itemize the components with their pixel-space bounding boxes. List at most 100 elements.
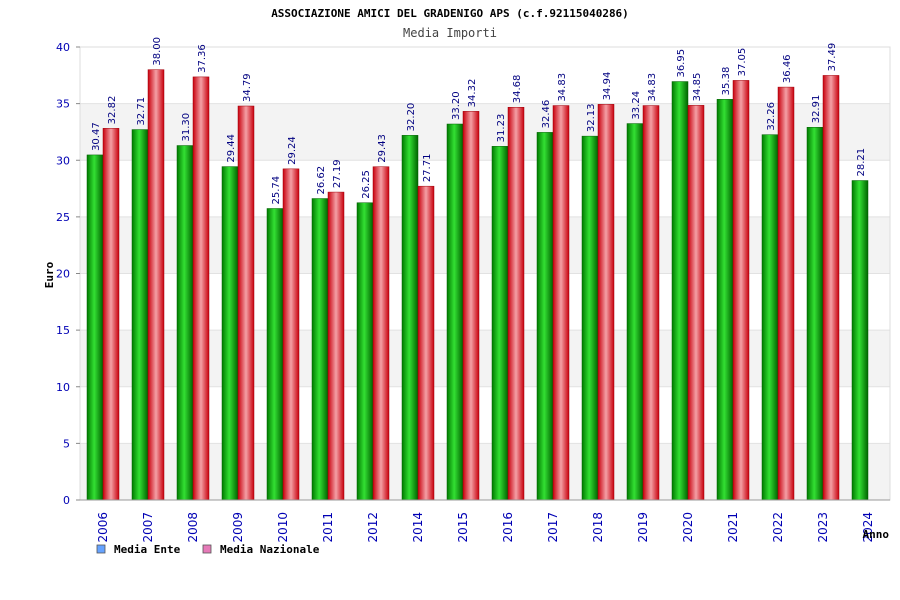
bar-media-nazionale: [507, 106, 525, 501]
bar-media-ente: [581, 135, 599, 501]
x-tick-label: 2017: [546, 512, 560, 543]
data-label: 31.23: [496, 114, 507, 143]
data-label: 29.24: [287, 136, 298, 165]
data-label: 25.74: [271, 176, 282, 205]
bar-media-nazionale: [192, 76, 210, 501]
bar-media-ente: [491, 146, 509, 501]
bar-media-ente: [401, 135, 419, 501]
bar-media-nazionale: [237, 105, 255, 501]
data-label: 32.71: [136, 97, 147, 126]
grid-band: [80, 386, 890, 444]
data-label: 27.71: [422, 154, 433, 183]
x-tick-label: 2022: [771, 512, 785, 543]
grid-band: [80, 103, 890, 161]
bar-media-nazionale: [147, 69, 165, 501]
x-tick-label: 2010: [276, 512, 290, 543]
y-axis: 0 5 10 15 20 25 30 35 40: [56, 41, 80, 507]
chart-title: ASSOCIAZIONE AMICI DEL GRADENIGO APS (c.…: [271, 7, 629, 20]
legend-swatch-media-nazionale: [202, 544, 212, 554]
data-label: 34.94: [602, 72, 613, 101]
data-label: 29.43: [377, 134, 388, 163]
x-tick-label: 2014: [411, 512, 425, 543]
data-label: 26.25: [361, 170, 372, 199]
bar-media-ente: [536, 132, 554, 501]
x-tick-label: 2024: [861, 512, 875, 543]
bar-media-nazionale: [642, 105, 660, 501]
x-tick-label: 2019: [636, 512, 650, 543]
bar-media-nazionale: [372, 166, 390, 501]
x-tick-label: 2020: [681, 512, 695, 543]
data-label: 32.91: [811, 95, 822, 124]
x-tick-label: 2023: [816, 512, 830, 543]
y-tick-label: 5: [63, 437, 70, 450]
bar-media-ente: [671, 81, 689, 501]
y-tick-label: 35: [56, 98, 70, 111]
data-label: 36.95: [676, 49, 687, 78]
y-tick-label: 15: [56, 324, 70, 337]
x-tick-label: 2007: [141, 512, 155, 543]
data-label: 37.49: [827, 43, 838, 72]
data-label: 32.26: [766, 102, 777, 131]
bar-media-nazionale: [417, 185, 435, 501]
data-label: 34.68: [512, 75, 523, 104]
y-axis-label: Euro: [43, 261, 56, 288]
x-axis-label: Anno: [863, 528, 890, 541]
bar-media-ente: [851, 180, 869, 501]
bar-media-nazionale: [102, 128, 120, 501]
data-label: 31.30: [181, 113, 192, 142]
x-tick-label: 2016: [501, 512, 515, 543]
data-label: 26.62: [316, 166, 327, 195]
bar-media-nazionale: [327, 191, 345, 501]
data-label: 33.24: [631, 91, 642, 120]
data-label: 29.44: [226, 134, 237, 163]
legend: Media Ente Media Nazionale: [96, 543, 320, 556]
x-tick-label: 2011: [321, 512, 335, 543]
grid-band: [80, 47, 890, 104]
bars-group: 30.47 32.82 32.71 38.00 31.30 37.36 29.44 34.79…: [86, 37, 869, 501]
y-tick-label: 30: [56, 154, 70, 167]
legend-swatch-media-ente: [96, 544, 106, 554]
data-label: 28.21: [856, 148, 867, 177]
data-label: 37.36: [197, 44, 208, 73]
x-tick-label: 2006: [96, 512, 110, 543]
bar-media-ente: [626, 123, 644, 501]
data-label: 35.38: [721, 67, 732, 96]
y-tick-label: 25: [56, 211, 70, 224]
bar-media-nazionale: [597, 104, 615, 501]
bar-media-ente: [806, 127, 824, 501]
data-label: 32.82: [107, 96, 118, 125]
data-label: 32.20: [406, 103, 417, 132]
grid-band: [80, 330, 890, 387]
bar-media-ente: [446, 123, 464, 501]
y-tick-label: 10: [56, 381, 70, 394]
bar-media-ente: [131, 129, 149, 501]
x-tick-label: 2008: [186, 512, 200, 543]
plot-background: [79, 46, 891, 501]
bar-media-nazionale: [732, 80, 750, 501]
bar-media-nazionale: [777, 86, 795, 501]
y-tick-label: 20: [56, 268, 70, 281]
x-tick-label: 2012: [366, 512, 380, 543]
y-tick-label: 40: [56, 41, 70, 54]
bar-media-nazionale: [462, 111, 480, 501]
bar-media-ente: [761, 134, 779, 501]
x-tick-label: 2009: [231, 512, 245, 543]
data-label: 32.13: [586, 103, 597, 132]
data-label: 34.83: [557, 73, 568, 102]
bar-media-ente: [221, 166, 239, 501]
bar-media-ente: [176, 145, 194, 501]
data-label: 34.83: [647, 73, 658, 102]
grid-band: [80, 273, 890, 331]
data-label: 30.47: [91, 122, 102, 151]
data-label: 32.46: [541, 100, 552, 129]
grid-band: [80, 216, 890, 274]
x-tick-label: 2021: [726, 512, 740, 543]
bar-media-ente: [266, 208, 284, 501]
data-label: 34.79: [242, 73, 253, 102]
bar-media-nazionale: [687, 105, 705, 501]
bar-media-nazionale: [282, 168, 300, 501]
bar-media-nazionale: [822, 75, 840, 501]
grid-band: [80, 443, 890, 500]
data-label: 34.85: [692, 73, 703, 102]
